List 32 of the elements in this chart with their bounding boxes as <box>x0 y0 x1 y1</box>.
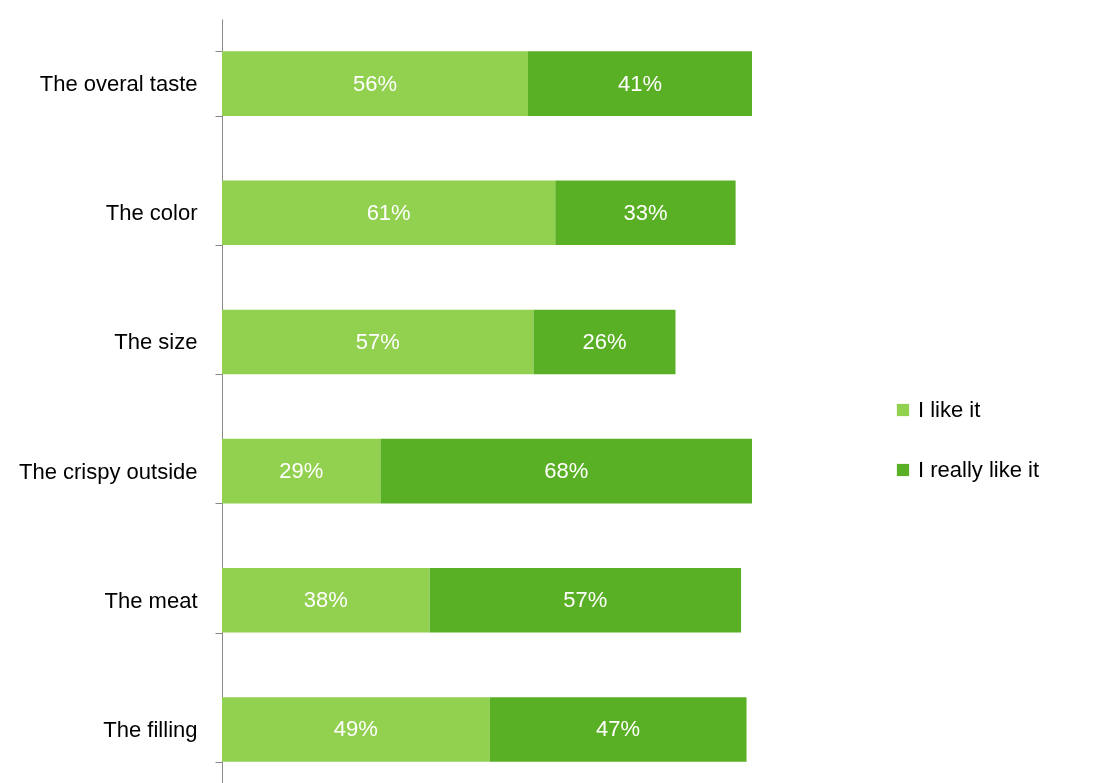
data-label: 47% <box>596 716 641 742</box>
bar <box>489 697 747 762</box>
y-tick-label: The size <box>114 329 198 355</box>
bar <box>222 697 490 762</box>
bar <box>380 438 752 504</box>
y-tick-label: The meat <box>104 587 198 613</box>
data-label: 49% <box>333 716 378 742</box>
bar <box>527 51 752 116</box>
data-label: 26% <box>582 328 627 354</box>
y-tick-label: The crispy outside <box>18 458 198 484</box>
bar <box>222 51 528 116</box>
legend-label: I really like it <box>918 457 1040 482</box>
bar <box>555 180 736 246</box>
data-label: 33% <box>623 199 668 225</box>
bar <box>222 567 430 633</box>
data-label: 56% <box>352 70 398 96</box>
bar <box>222 309 534 375</box>
data-label: 68% <box>544 458 589 484</box>
data-label: 29% <box>279 458 324 484</box>
y-tick-label: The overal taste <box>39 71 198 97</box>
y-tick-label: The filling <box>103 716 198 742</box>
legend-label: I like it <box>918 397 981 422</box>
bar <box>222 180 556 246</box>
data-label: 57% <box>355 328 400 354</box>
y-tick-label: The color <box>105 200 198 226</box>
data-label: 38% <box>303 587 348 613</box>
data-label: 41% <box>617 70 663 96</box>
data-label: 57% <box>563 587 608 613</box>
data-label: 61% <box>366 199 411 225</box>
bar <box>429 567 742 633</box>
bar <box>222 438 381 504</box>
bar <box>533 309 676 375</box>
